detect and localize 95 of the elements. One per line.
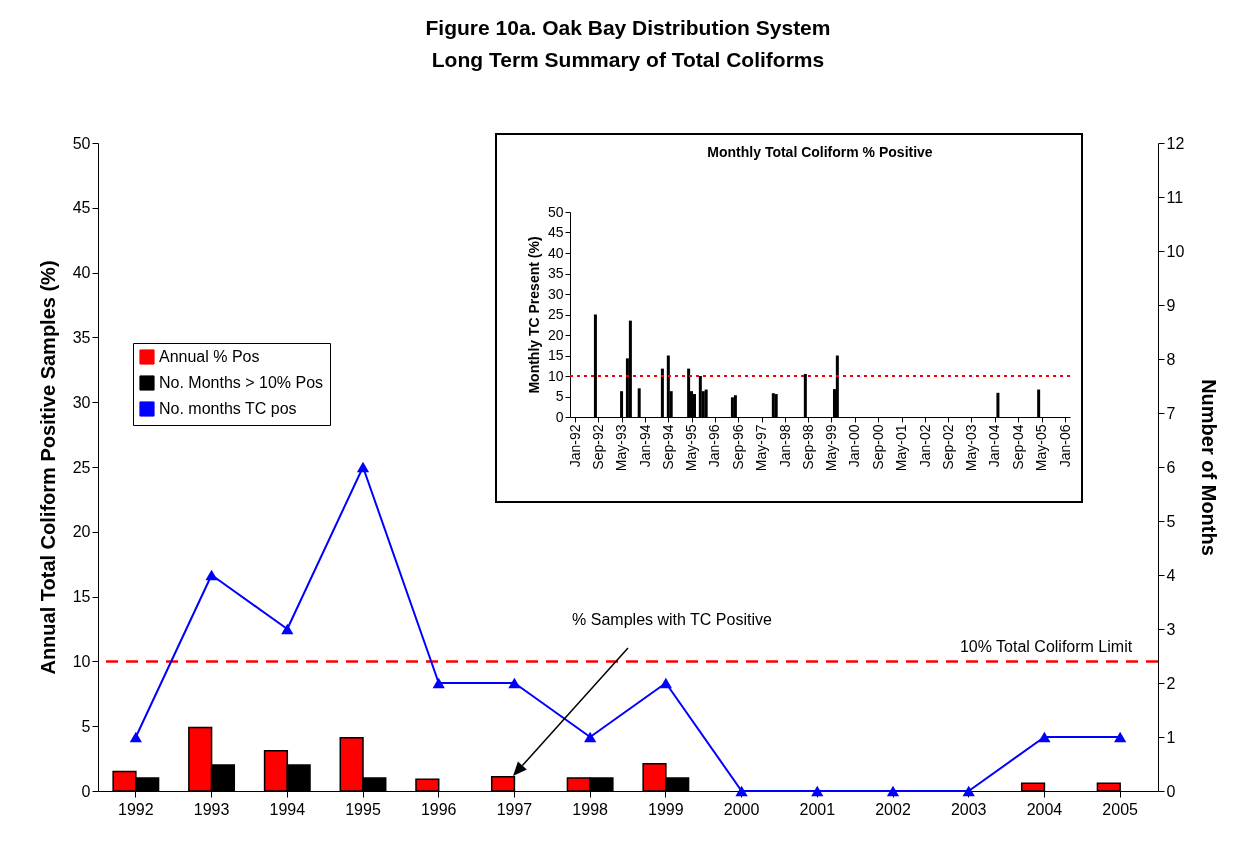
x-tick-label: 1997 (496, 800, 533, 818)
x-tick-label: Sep-94 (659, 424, 676, 470)
point (1038, 731, 1051, 743)
y-tick-label: 50 (547, 203, 564, 220)
ref-line-label: 10% Total Coliform Limit (959, 638, 1133, 656)
y-tick-label: 30 (547, 285, 564, 302)
point (356, 461, 370, 473)
y-tick-label: 10 (72, 652, 91, 670)
chart-title: Monthly Total Coliform % Positive (707, 144, 933, 160)
y2-tick-label: 10 (1166, 242, 1185, 260)
y2-tick-label: 5 (1166, 512, 1176, 530)
x-tick-label: May-03 (962, 424, 979, 472)
legend-label: No. months TC pos (159, 400, 297, 417)
y2-tick-label: 7 (1166, 404, 1176, 422)
x-tick-label: Sep-96 (729, 424, 746, 470)
y-tick-label: 30 (72, 393, 91, 411)
x-tick-label: Jan-92 (566, 424, 583, 468)
y-tick-label: 25 (72, 458, 91, 476)
x-tick-label: May-01 (893, 424, 910, 472)
y-tick-label: 15 (547, 347, 564, 363)
y-axis-title: Monthly TC Present (%) (525, 236, 542, 394)
point (1114, 731, 1127, 743)
y-tick-label: 50 (72, 134, 91, 152)
x-tick-label: 2004 (1026, 800, 1063, 818)
y-tick-label: 45 (547, 224, 564, 240)
annotation: % Samples with TC Positive (572, 611, 772, 628)
x-tick-label: 1992 (118, 800, 154, 818)
x-tick-label: 2005 (1102, 800, 1139, 818)
x-tick-label: Sep-00 (869, 424, 886, 470)
x-tick-label: May-05 (1033, 424, 1050, 472)
x-tick-label: Sep-04 (1009, 424, 1026, 470)
y-tick-label: 10 (547, 367, 564, 384)
y-tick-label: 35 (72, 328, 91, 346)
y2-tick-label: 3 (1166, 620, 1176, 638)
x-tick-label: 1995 (345, 800, 381, 818)
y-tick-label: 20 (72, 523, 91, 541)
x-tick-label: 1993 (193, 800, 230, 818)
y2-tick-label: 1 (1166, 728, 1176, 746)
point (281, 623, 294, 635)
point (735, 785, 748, 797)
point (129, 731, 142, 743)
point (584, 731, 597, 743)
point (432, 677, 445, 689)
x-tick-label: 1999 (648, 800, 684, 818)
y2-tick-label: 12 (1166, 134, 1185, 152)
y2-tick-label: 9 (1166, 296, 1176, 314)
x-tick-label: Jan-96 (706, 424, 723, 468)
x-tick-label: Jan-06 (1056, 424, 1073, 468)
y-tick-label: 35 (547, 265, 564, 281)
chart-title: Figure 10a. Oak Bay Distribution System Long Term Summary of Total Coliforms (425, 16, 831, 71)
x-tick-label: 1994 (269, 800, 306, 818)
point (962, 785, 975, 797)
x-tick-label: 2002 (875, 800, 911, 818)
x-tick-label: 2001 (799, 800, 836, 818)
y-tick-label: 0 (555, 408, 564, 425)
point (811, 785, 824, 797)
y-tick-label: 40 (72, 264, 91, 282)
x-tick-label: Jan-00 (846, 424, 863, 468)
y-tick-label: 0 (81, 782, 91, 800)
y2-axis-title: Number of Months (1198, 379, 1221, 556)
x-tick-label: 2000 (723, 800, 760, 818)
x-tick-label: Sep-92 (589, 424, 606, 470)
legend-label: No. Months > 10% Pos (159, 374, 324, 391)
x-tick-label: 2003 (950, 800, 987, 818)
x-tick-label: 1996 (420, 800, 457, 818)
y2-tick-label: 4 (1166, 566, 1176, 584)
y-tick-label: 5 (555, 388, 564, 404)
point (508, 677, 521, 689)
y-tick-label: 40 (547, 244, 564, 261)
x-tick-label: Sep-02 (939, 424, 956, 470)
y2-tick-label: 2 (1166, 674, 1176, 692)
y-axis-title: Annual Total Coliform Positive Samples (%) (36, 260, 59, 675)
point (205, 569, 218, 581)
x-tick-label: Jan-02 (916, 424, 933, 468)
y-tick-label: 15 (72, 588, 91, 606)
y2-tick-label: 11 (1166, 188, 1184, 206)
point (659, 677, 672, 689)
x-tick-label: Sep-98 (799, 424, 816, 470)
y-tick-label: 5 (81, 717, 91, 735)
x-tick-label: May-93 (613, 424, 630, 472)
x-tick-label: May-99 (823, 424, 839, 472)
x-tick-label: Jan-98 (776, 424, 793, 468)
x-tick-label: 1998 (572, 800, 609, 818)
y2-tick-label: 6 (1166, 458, 1176, 476)
y-tick-label: 25 (547, 306, 564, 322)
y-tick-label: 20 (547, 326, 564, 343)
point (886, 785, 900, 797)
legend-label: Annual % Pos (159, 348, 260, 365)
y2-tick-label: 8 (1166, 350, 1176, 368)
x-tick-label: May-97 (753, 424, 770, 472)
x-tick-label: May-95 (683, 424, 700, 472)
y2-tick-label: 0 (1166, 782, 1176, 800)
y-tick-label: 45 (72, 199, 91, 217)
x-tick-label: Jan-04 (986, 424, 1003, 468)
x-tick-label: Jan-94 (636, 424, 653, 468)
